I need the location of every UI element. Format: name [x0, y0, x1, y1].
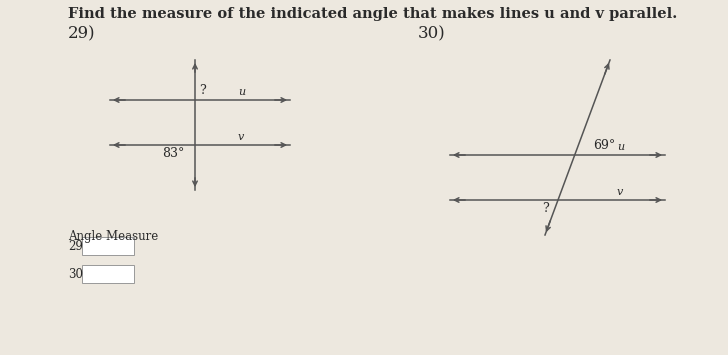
Text: ?: ?	[542, 202, 549, 215]
Text: 69°: 69°	[593, 139, 615, 152]
Text: u: u	[238, 87, 245, 97]
Text: v: v	[617, 187, 623, 197]
Text: 29: 29	[68, 240, 83, 252]
Bar	[82, 237, 134, 255]
Text: ?: ?	[199, 84, 206, 97]
Text: Angle Measure: Angle Measure	[68, 230, 158, 243]
Text: v: v	[238, 132, 245, 142]
Text: 83°: 83°	[162, 147, 184, 160]
Text: 30: 30	[68, 268, 83, 280]
Text: 30): 30)	[418, 25, 446, 42]
Bar	[82, 265, 134, 283]
Text: 29): 29)	[68, 25, 95, 42]
Text: u: u	[617, 142, 624, 152]
Text: Find the measure of the indicated angle that makes lines u and v parallel.: Find the measure of the indicated angle …	[68, 7, 677, 21]
